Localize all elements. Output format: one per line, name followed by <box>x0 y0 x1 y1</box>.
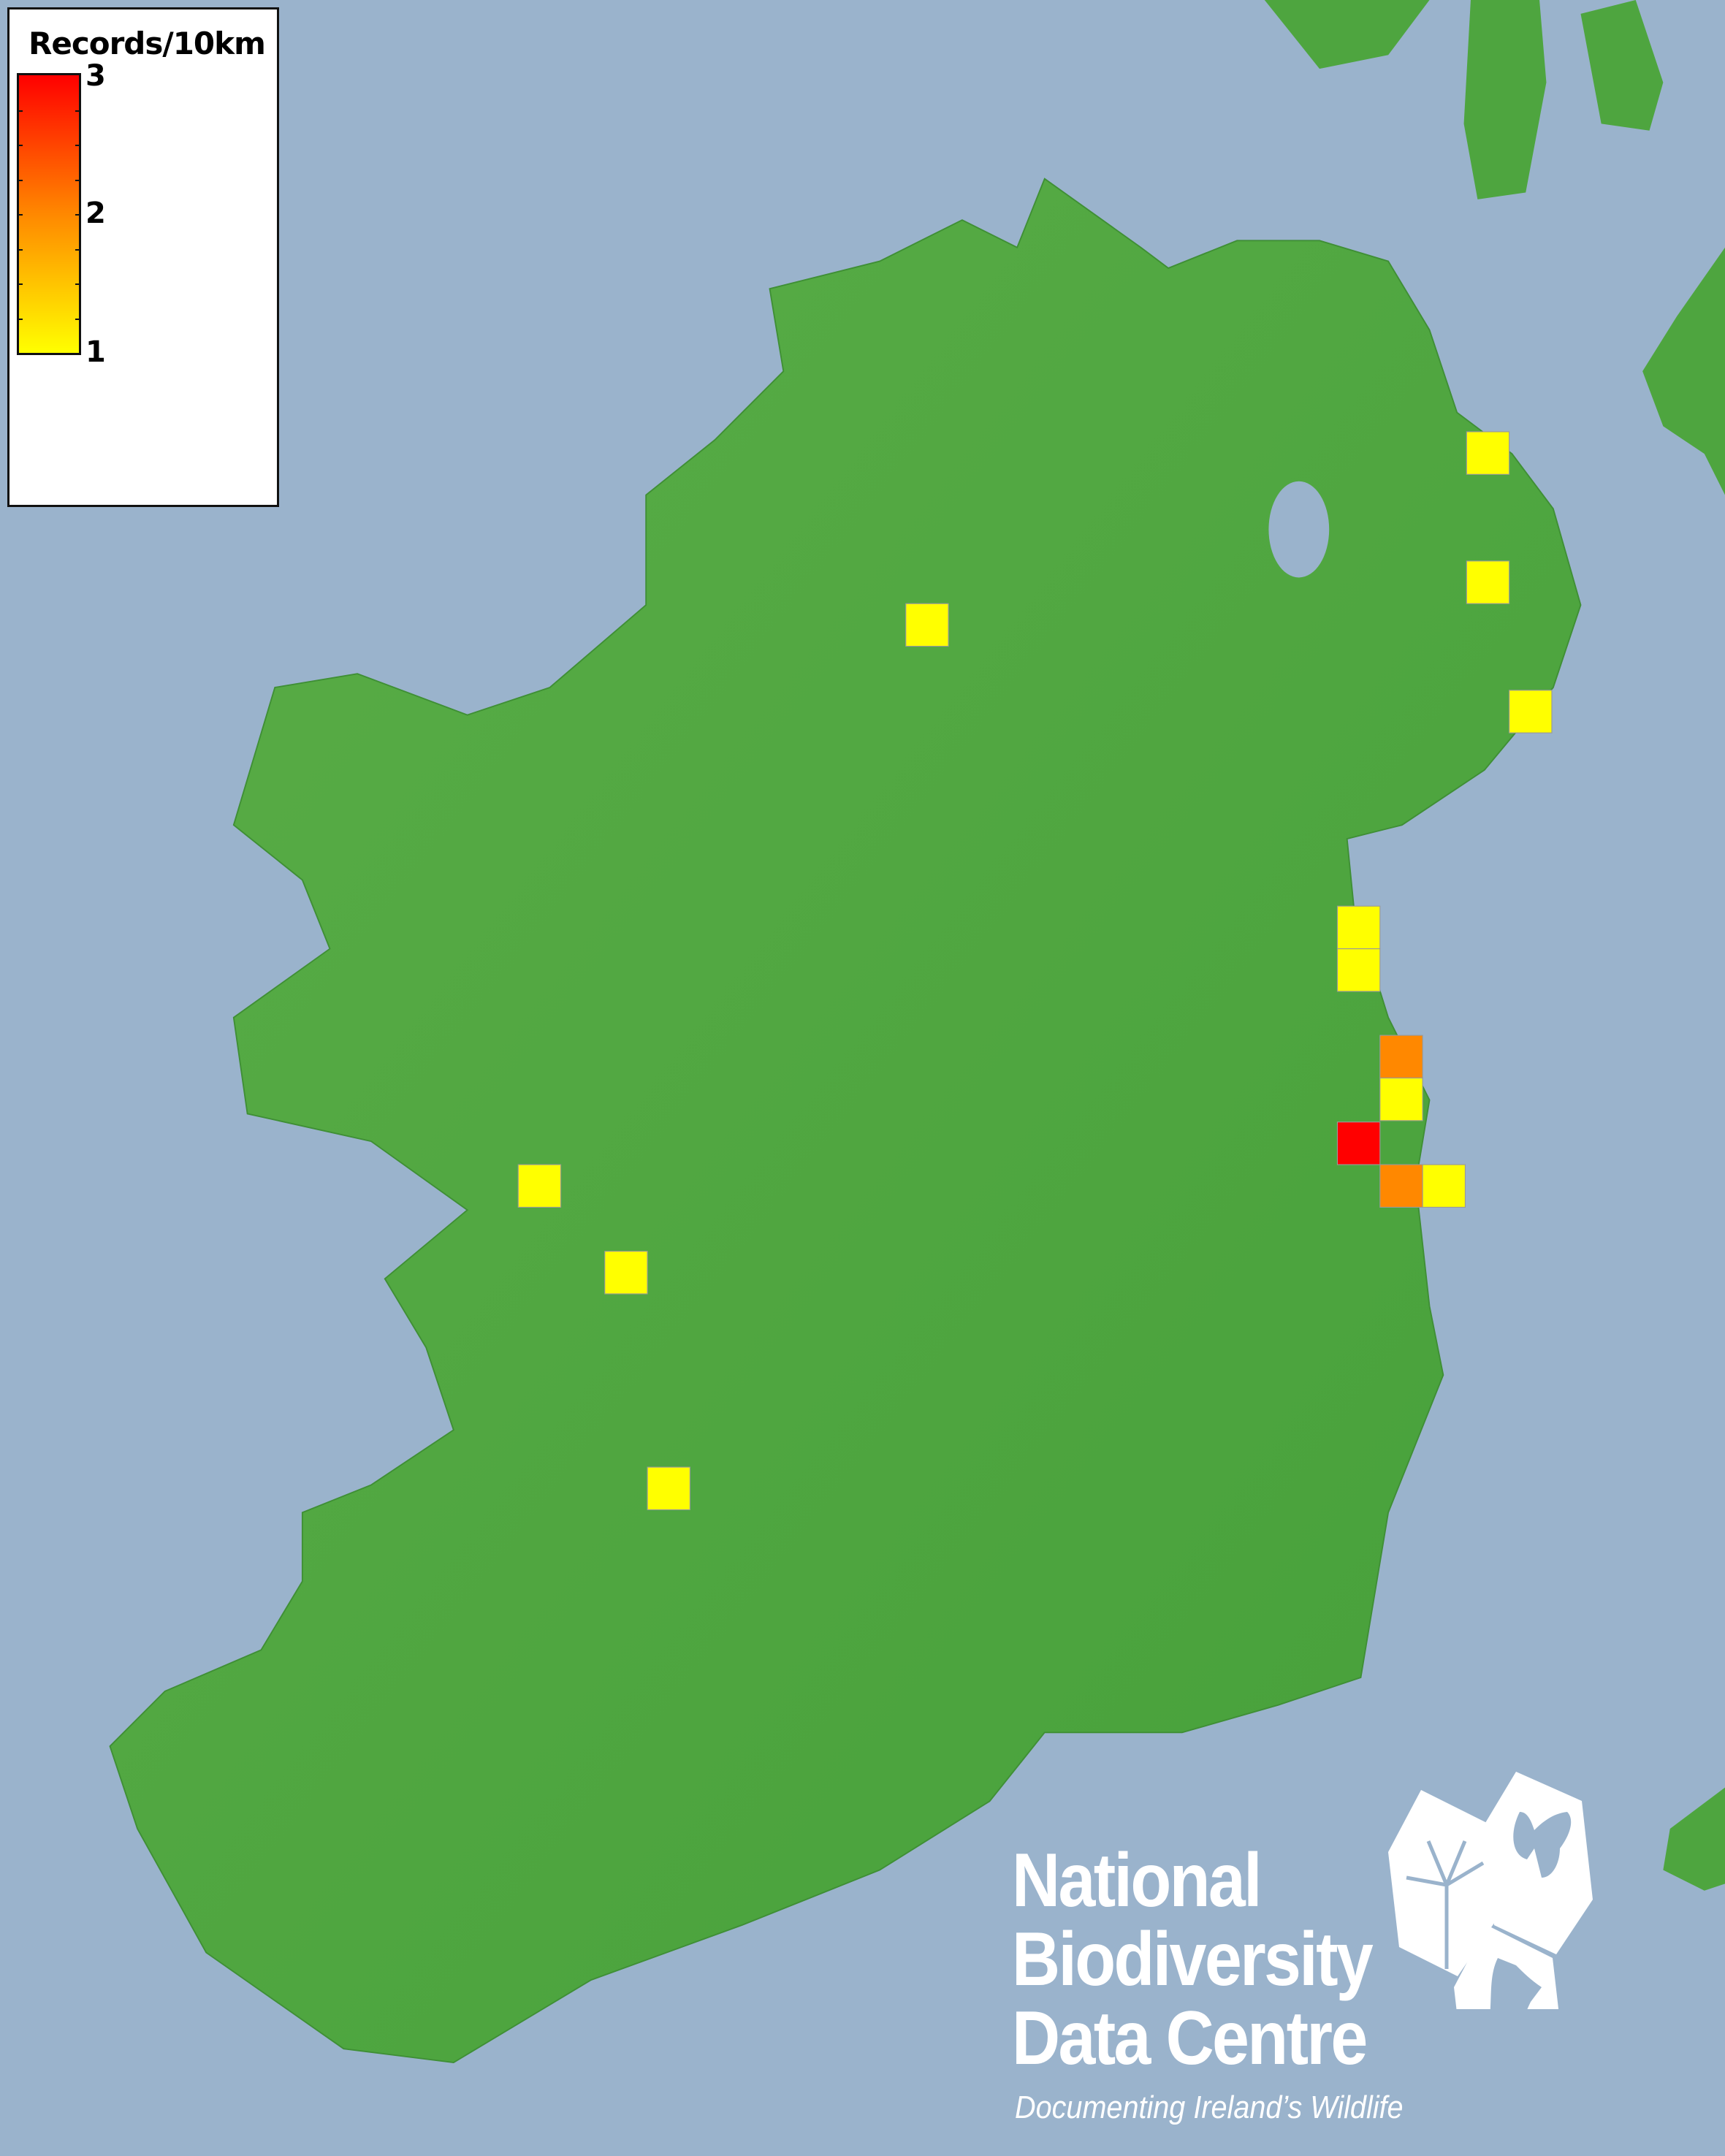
record-square-10km[interactable] <box>1422 1164 1466 1208</box>
scotland-island <box>1580 0 1664 131</box>
record-square-10km[interactable] <box>905 603 949 647</box>
legend-mid-label: 2 <box>85 197 106 230</box>
record-square-10km[interactable] <box>1509 690 1553 734</box>
seahorse-icon <box>1454 1925 1559 2009</box>
record-square-10km[interactable] <box>1466 431 1510 475</box>
record-square-10km[interactable] <box>517 1164 562 1208</box>
scotland-mainland <box>1642 247 1725 495</box>
logo-line: Data Centre <box>1012 1996 1368 2081</box>
record-square-10km[interactable] <box>1466 560 1510 604</box>
legend-max-label: 3 <box>85 59 106 93</box>
scotland-island <box>1463 0 1547 199</box>
legend-min-label: 1 <box>85 335 106 369</box>
record-square-10km[interactable] <box>1379 1077 1423 1121</box>
logo-wordmark: National Biodiversity Data Centre <box>1012 1838 1374 2081</box>
legend: Records/10km 3 2 1 <box>7 7 279 507</box>
tree-icon <box>1388 1790 1498 1976</box>
record-square-10km[interactable] <box>1336 948 1381 992</box>
lough-neagh <box>1268 481 1330 578</box>
record-square-10km[interactable] <box>1336 905 1381 950</box>
record-square-10km[interactable] <box>1336 1121 1381 1165</box>
record-square-10km[interactable] <box>1379 1035 1423 1079</box>
record-square-10km[interactable] <box>604 1251 648 1295</box>
logo-line: Biodiversity <box>1012 1917 1374 2002</box>
ireland-landmass <box>109 178 1582 2063</box>
legend-color-scale <box>17 73 81 355</box>
record-square-10km[interactable] <box>1379 1164 1423 1208</box>
butterfly-icon <box>1483 1772 1593 1954</box>
record-square-10km[interactable] <box>647 1466 690 1511</box>
scotland-island <box>1264 0 1430 69</box>
legend-title: Records/10km <box>28 26 266 61</box>
isle-of-man <box>1663 1787 1725 1891</box>
logo-tagline: Documenting Ireland’s Wildlife <box>1015 2090 1404 2125</box>
nbdc-logo: National Biodiversity Data Centre Docume… <box>1012 1768 1633 2148</box>
logo-line: National <box>1012 1838 1263 1923</box>
